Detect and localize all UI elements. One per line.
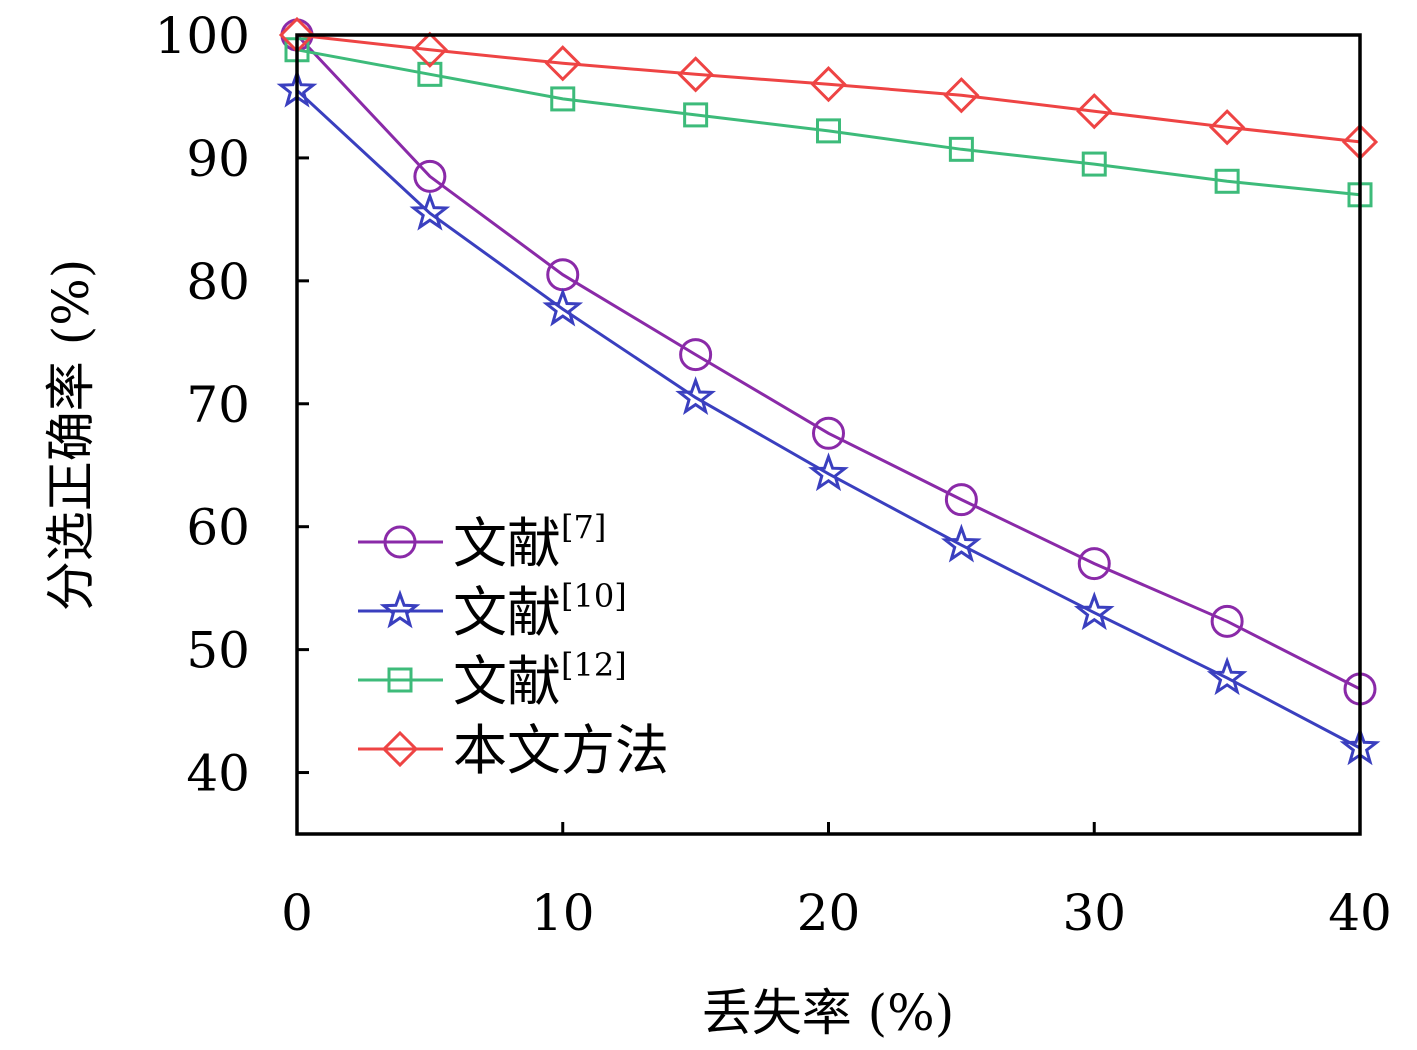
series-line [295, 89, 1361, 750]
data-point-diamond [1076, 93, 1113, 130]
data-point-star [409, 191, 451, 231]
y-tick-label: 50 [186, 622, 250, 680]
x-tick-label: 20 [797, 884, 861, 942]
data-point-star [1073, 591, 1115, 631]
data-point-square [948, 136, 974, 162]
legend-label: 文献[10] [453, 577, 627, 644]
data-point-star [542, 287, 584, 327]
data-point-diamond [544, 45, 581, 82]
data-point-star [675, 376, 716, 415]
data-point-circle [413, 159, 447, 193]
legend-marker-diamond [381, 730, 419, 768]
legend-entry: 文献[7] [358, 508, 606, 575]
series-line [296, 33, 1361, 144]
data-point-diamond [943, 77, 980, 114]
series-layer [276, 16, 1381, 766]
series-1 [280, 18, 1377, 706]
y-tick-label: 40 [186, 745, 250, 803]
legend-label: 文献[7] [453, 508, 606, 575]
data-point-star [808, 452, 849, 492]
series-line [296, 48, 1361, 197]
legend-entry: 本文方法 [358, 719, 669, 782]
y-axis-label: 分选正确率 (%) [42, 259, 100, 611]
x-tick-label: 30 [1062, 884, 1126, 942]
series-3 [284, 37, 1373, 208]
data-point-square [1081, 151, 1107, 177]
y-tick-label: 60 [186, 499, 250, 557]
y-tick-label: 70 [186, 376, 250, 434]
data-point-star [1206, 656, 1248, 696]
series-4 [278, 16, 1379, 161]
data-point-diamond [810, 66, 847, 103]
data-point-square [1214, 168, 1240, 194]
y-tick-label: 80 [186, 253, 250, 311]
data-point-diamond [411, 31, 448, 68]
y-tick-label: 90 [186, 130, 250, 188]
legend-entry: 文献[12] [358, 646, 627, 713]
legend-entry: 文献[10] [358, 577, 627, 644]
data-point-circle [944, 483, 978, 517]
data-point-diamond [1209, 109, 1246, 146]
data-point-square [417, 61, 443, 87]
legend: 文献[7]文献[10]文献[12]本文方法 [358, 508, 669, 782]
data-point-star [941, 523, 982, 563]
legend-marker-star [379, 589, 421, 629]
data-point-square [683, 102, 709, 128]
x-tick-label: 10 [531, 884, 595, 942]
legend-marker-square [387, 667, 413, 693]
x-tick-label: 0 [281, 884, 313, 942]
series-line [295, 33, 1361, 691]
data-point-circle [1077, 547, 1111, 581]
data-point-square [550, 86, 576, 112]
series-2 [276, 68, 1381, 766]
legend-label: 文献[12] [453, 646, 627, 713]
data-point-circle [1210, 604, 1244, 638]
legend-label: 本文方法 [453, 719, 669, 782]
x-axis-label: 丢失率 (%) [702, 984, 954, 1042]
legend-marker-circle [383, 525, 417, 559]
axes-layer: 0 10 20 30 40 40 50 60 70 80 90 100 [155, 7, 1392, 942]
data-point-square [816, 118, 841, 144]
data-point-diamond [677, 56, 714, 93]
data-point-circle [679, 338, 713, 372]
y-tick-label: 100 [155, 7, 250, 65]
data-point-circle [812, 416, 845, 450]
x-tick-label: 40 [1328, 884, 1392, 942]
